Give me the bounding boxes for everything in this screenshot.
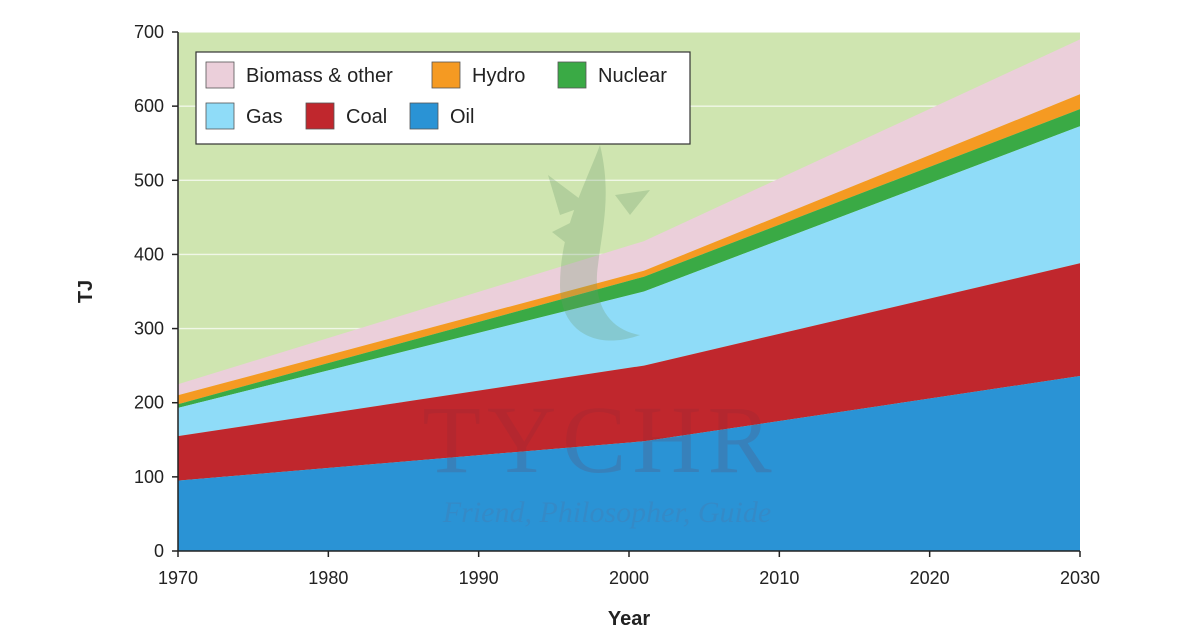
area-series-gas [178,126,1080,437]
y-tick-label: 0 [154,541,164,561]
legend-swatch-oil [409,102,439,130]
y-tick-label: 700 [134,22,164,42]
legend: Biomass & other Hydro Nuclear Gas Coal Oil [195,51,691,145]
legend-swatch-nuclear [557,61,587,89]
area-series-biomass-other [178,39,1080,396]
y-tick-label: 500 [134,170,164,190]
x-tick-label: 1970 [158,568,198,588]
y-tick-label: 400 [134,244,164,264]
legend-swatch-coal [305,102,335,130]
axes: 1970 1980 1990 2000 2010 2020 2030 0 100 200 300 40… [134,22,1100,588]
legend-label-coal: Coal [346,106,387,128]
x-tick-label: 1990 [459,568,499,588]
x-axis-title: Year [608,608,650,630]
x-tick-label: 2000 [609,568,649,588]
area-series-group [178,39,1080,551]
watermark-brand: TYCHR [422,386,777,493]
legend-label-gas: Gas [246,106,283,128]
area-series-coal [178,263,1080,481]
watermark-logo-icon [548,145,650,341]
watermark-tagline: Friend, Philosopher, Guide [442,496,771,529]
x-tick-label: 2030 [1060,568,1100,588]
x-tick-label: 2010 [759,568,799,588]
x-tick-label: 2020 [910,568,950,588]
y-tick-label: 600 [134,96,164,116]
y-tick-label: 200 [134,393,164,413]
y-tick-label: 100 [134,467,164,487]
legend-label-biomass-other: Biomass & other [246,65,393,87]
legend-swatch-biomass-other [205,61,235,89]
y-tick-label: 300 [134,319,164,339]
area-series-hydro [178,94,1080,405]
legend-swatch-hydro [431,61,461,89]
legend-label-oil: Oil [450,106,474,128]
y-axis-title: TJ [75,280,97,303]
legend-label-nuclear: Nuclear [598,65,667,87]
legend-label-hydro: Hydro [472,65,525,87]
x-tick-label: 1980 [308,568,348,588]
area-series-oil [178,376,1080,551]
legend-swatch-gas [205,102,235,130]
watermark: TYCHR Friend, Philosopher, Guide [422,145,777,529]
